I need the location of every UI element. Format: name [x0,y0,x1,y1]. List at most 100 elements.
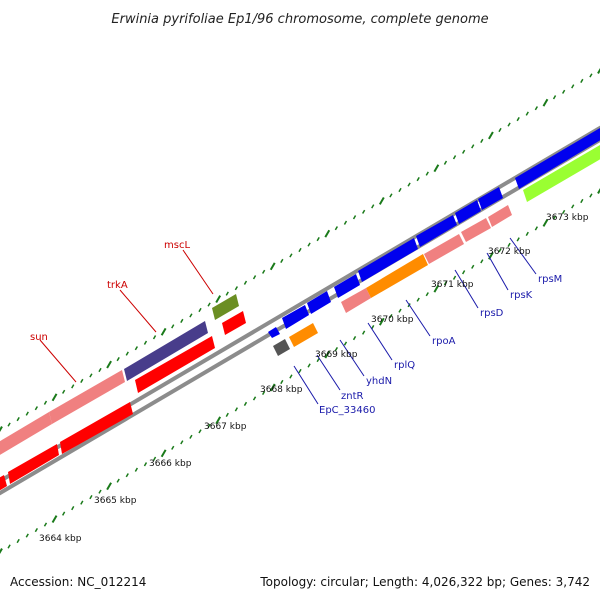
tick-mark [498,248,502,253]
gene-feature[interactable] [289,323,318,347]
gene-feature[interactable] [222,311,246,335]
gene-feature[interactable] [124,321,208,381]
gene-feature[interactable] [0,412,52,459]
gene-feature[interactable] [49,370,125,424]
gene-feature[interactable] [461,218,491,242]
tick-mark [324,350,331,359]
tick-mark [143,340,148,345]
gene-feature[interactable] [135,336,215,393]
gene-feature[interactable] [416,215,457,247]
gene-feature[interactable] [8,444,59,484]
tick-mark [378,196,385,205]
tick-mark [125,473,129,478]
tick-mark [361,330,366,335]
gene-label[interactable]: rpsK [510,290,533,301]
tick-mark [243,280,248,285]
tick-mark [471,264,475,269]
tick-mark [461,270,466,275]
tick-mark [443,160,448,165]
tick-mark [80,378,84,384]
gene-label[interactable]: yhdN [366,376,392,387]
tick-mark [261,390,266,396]
gene-feature[interactable] [455,200,481,224]
tick-mark [316,236,320,242]
tick-mark [542,218,549,227]
tick-mark [106,482,112,491]
gene-feature[interactable] [0,475,7,492]
gene-feature[interactable] [366,254,428,298]
tick-mark [452,275,457,280]
tick-mark [289,253,293,258]
gene-feature[interactable] [273,339,290,356]
gene-feature[interactable] [268,327,280,338]
gene-feature[interactable] [424,234,464,264]
tick-mark [516,116,520,122]
tick-mark [261,269,266,274]
tick-mark [7,422,11,427]
leader-line-zntR [316,354,341,391]
tick-mark [407,182,411,187]
tick-mark [343,341,348,346]
gene-feature[interactable] [488,205,512,227]
gene-feature[interactable] [515,128,600,189]
gene-feature[interactable] [478,187,503,210]
tick-mark [389,193,393,198]
tick-mark [425,292,429,297]
tick-mark [98,489,102,494]
gene-label[interactable]: trkA [107,280,128,291]
tick-mark [143,462,148,467]
gene-feature[interactable] [334,274,360,298]
leader-line-EpC_33460 [293,365,319,405]
gene-label[interactable]: rpoA [432,336,456,347]
tick-mark [389,314,393,319]
tick-mark [225,291,229,296]
gene-label[interactable]: rpsD [480,308,504,319]
kbp-labels: 3664 kbp 3665 kbp 3666 kbp 3667 kbp 3668… [39,213,589,544]
tick-mark [480,259,484,264]
tick-mark [525,231,529,236]
tick-mark [269,262,276,271]
leader-line-trkA [119,289,157,333]
gene-feature[interactable] [358,238,418,282]
gene-label[interactable]: zntR [341,391,364,402]
gene-feature[interactable] [60,402,133,454]
tick-mark [307,363,311,368]
tick-mark [425,171,429,176]
tick-mark [152,456,157,461]
tick-mark [207,302,211,307]
gene-features [0,128,600,492]
tick-mark [43,400,48,405]
kbp-label: 3672 kbp [488,247,531,257]
leader-line-rpoA [405,299,431,337]
tick-mark [125,351,129,356]
tick-mark [134,346,139,351]
tick-mark [580,78,584,84]
tick-mark [160,327,167,336]
tick-mark [597,68,600,74]
gene-feature[interactable] [341,288,371,313]
gene-label[interactable]: mscL [164,240,190,251]
tick-mark [416,297,420,302]
tick-mark [252,275,257,280]
gene-feature[interactable] [282,305,309,329]
tick-mark [171,445,175,450]
gene-labels: sun trkA mscL EpC_33460 zntR yhdN rplQ r… [30,240,562,416]
gene-feature[interactable] [523,145,600,202]
leader-line-rpsD [454,269,479,309]
gene-label[interactable]: rplQ [394,360,415,371]
kbp-label: 3671 kbp [431,280,474,290]
gene-label[interactable]: EpC_33460 [319,405,375,416]
gene-label[interactable]: sun [30,332,48,343]
tick-mark [542,98,549,107]
tick-mark [452,155,457,160]
gene-feature[interactable] [212,294,239,320]
gene-feature[interactable] [307,291,331,314]
tick-mark [398,187,402,193]
tick-mark [61,511,66,516]
leader-line-rpsM [509,237,537,275]
leader-line-rplQ [367,322,393,361]
map-title: Erwinia pyrifoliae Ep1/96 chromosome, co… [111,12,488,27]
tick-mark [16,416,20,422]
gene-label[interactable]: rpsM [538,274,562,285]
tick-mark [561,89,566,94]
